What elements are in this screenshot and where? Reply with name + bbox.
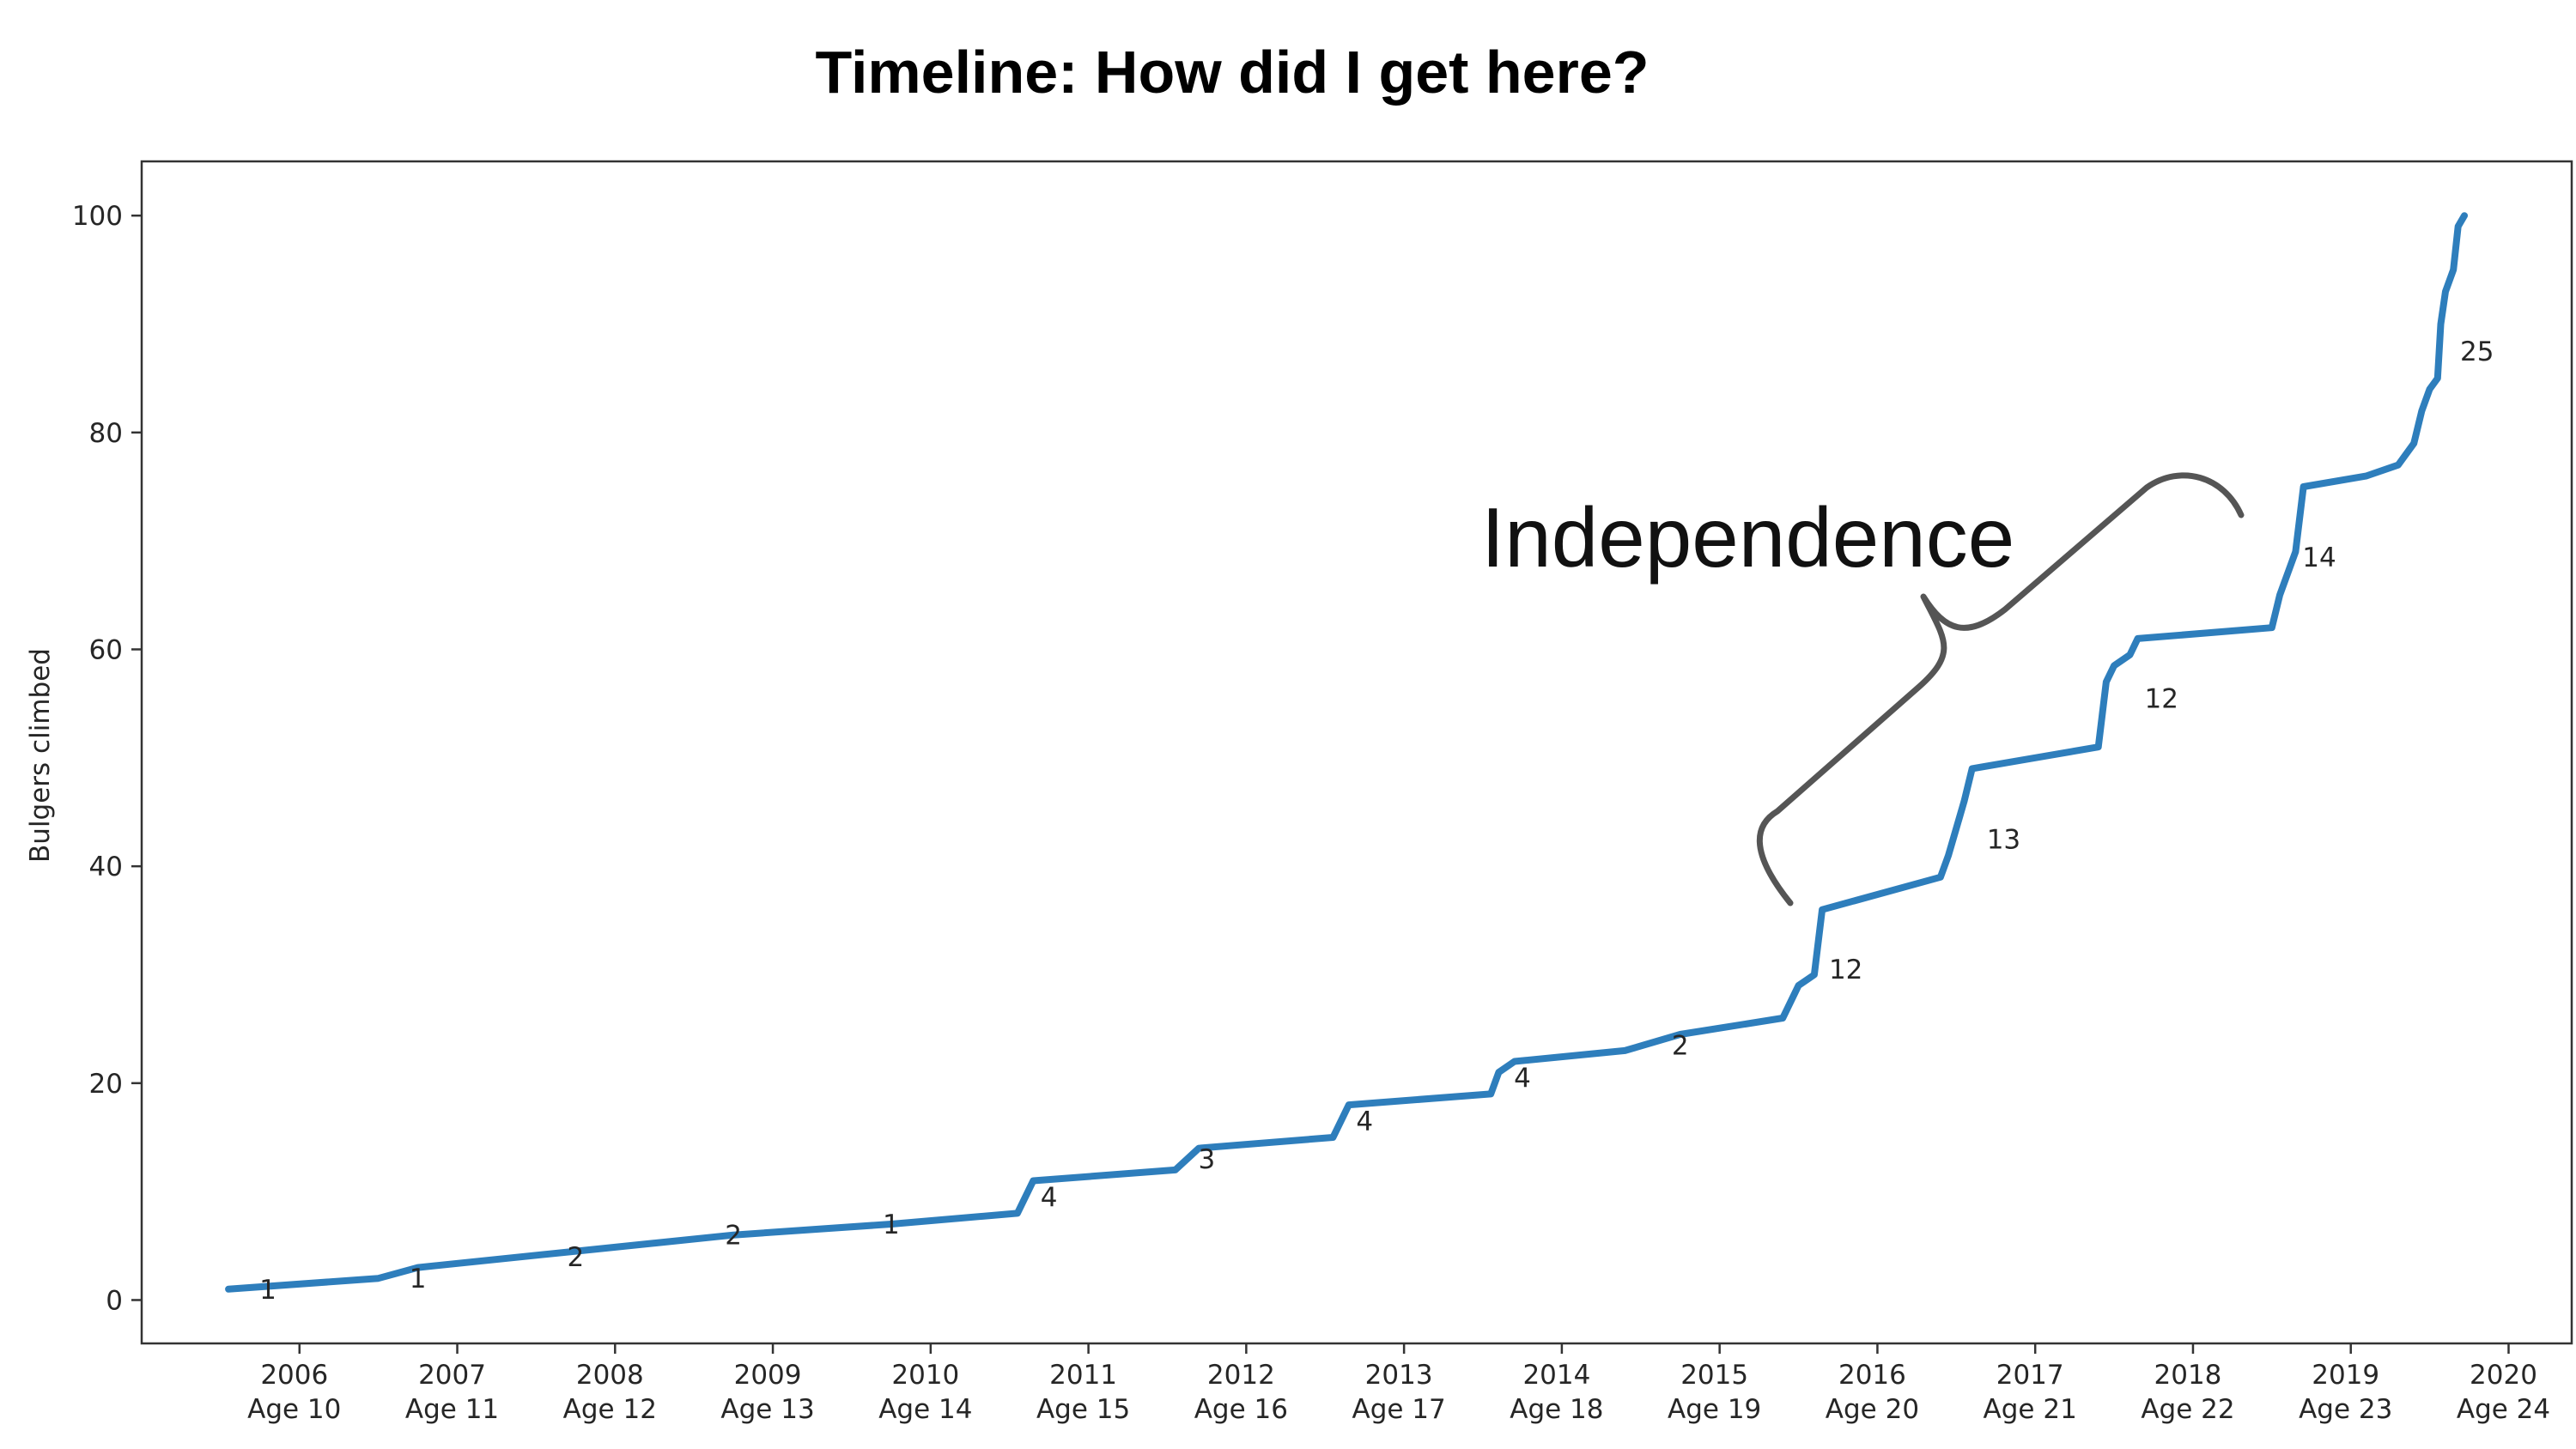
data-label: 2 [567,1242,584,1273]
chart-title: Timeline: How did I get here? [815,39,1649,106]
y-axis-label: Bulgers climbed [25,648,56,863]
data-label: 3 [1199,1144,1216,1175]
x-tick-age: Age 20 [1826,1394,1919,1425]
y-axis: 0 20 40 60 80 100 [72,201,142,1316]
x-tick-year: 2013 [1365,1360,1433,1391]
x-tick-year: 2006 [260,1360,328,1391]
x-tick-year: 2008 [576,1360,644,1391]
data-label: 4 [1514,1063,1531,1094]
x-tick-age: Age 13 [720,1394,814,1425]
y-tick-label: 0 [106,1285,123,1316]
y-tick-label: 80 [89,418,123,449]
x-tick-age: Age 14 [878,1394,972,1425]
x-tick-age: Age 10 [247,1394,341,1425]
x-tick-year: 2011 [1049,1360,1117,1391]
data-label: 2 [725,1221,742,1252]
x-tick-year: 2019 [2312,1360,2379,1391]
x-tick-year: 2017 [1996,1360,2064,1391]
y-tick-label: 60 [89,634,123,665]
x-tick-age: Age 16 [1194,1394,1288,1425]
x-tick-year: 2009 [734,1360,802,1391]
x-tick-age: Age 12 [563,1394,657,1425]
x-tick-age: Age 17 [1352,1394,1445,1425]
x-tick-year: 2014 [1522,1360,1590,1391]
data-label: 12 [2144,683,2178,714]
data-label: 4 [1041,1182,1058,1213]
data-label: 1 [259,1275,276,1306]
x-tick-year: 2010 [891,1360,959,1391]
data-label: 4 [1356,1106,1373,1137]
series-line [225,212,2468,1293]
data-label: 1 [883,1210,900,1240]
data-label: 12 [1829,955,1862,985]
plot-frame [140,160,2573,1345]
x-tick-age: Age 24 [2457,1394,2550,1425]
data-label: 25 [2460,336,2494,367]
annotation-text: Independence [1481,490,2014,585]
x-tick-year: 2018 [2154,1360,2222,1391]
x-tick-age: Age 22 [2141,1394,2234,1425]
x-tick-age: Age 18 [1510,1394,1603,1425]
x-tick-year: 2015 [1680,1360,1748,1391]
x-tick-year: 2012 [1207,1360,1275,1391]
x-tick-age: Age 15 [1036,1394,1130,1425]
data-label: 2 [1672,1031,1689,1062]
annotation-brace [1756,472,2245,906]
data-label: 1 [410,1264,427,1294]
x-tick-year: 2016 [1838,1360,1906,1391]
x-tick-year: 2007 [418,1360,486,1391]
x-tick-year: 2020 [2470,1360,2537,1391]
data-label: 13 [1987,825,2020,856]
y-tick-label: 100 [72,201,123,232]
x-tick-age: Age 21 [1984,1394,2077,1425]
data-label: 14 [2302,543,2336,573]
y-tick-label: 40 [89,852,123,882]
x-tick-age: Age 19 [1668,1394,1761,1425]
x-tick-age: Age 23 [2299,1394,2392,1425]
independence-annotation: Independence [1481,472,2245,906]
y-tick-label: 20 [89,1069,123,1100]
x-tick-age: Age 11 [405,1394,499,1425]
